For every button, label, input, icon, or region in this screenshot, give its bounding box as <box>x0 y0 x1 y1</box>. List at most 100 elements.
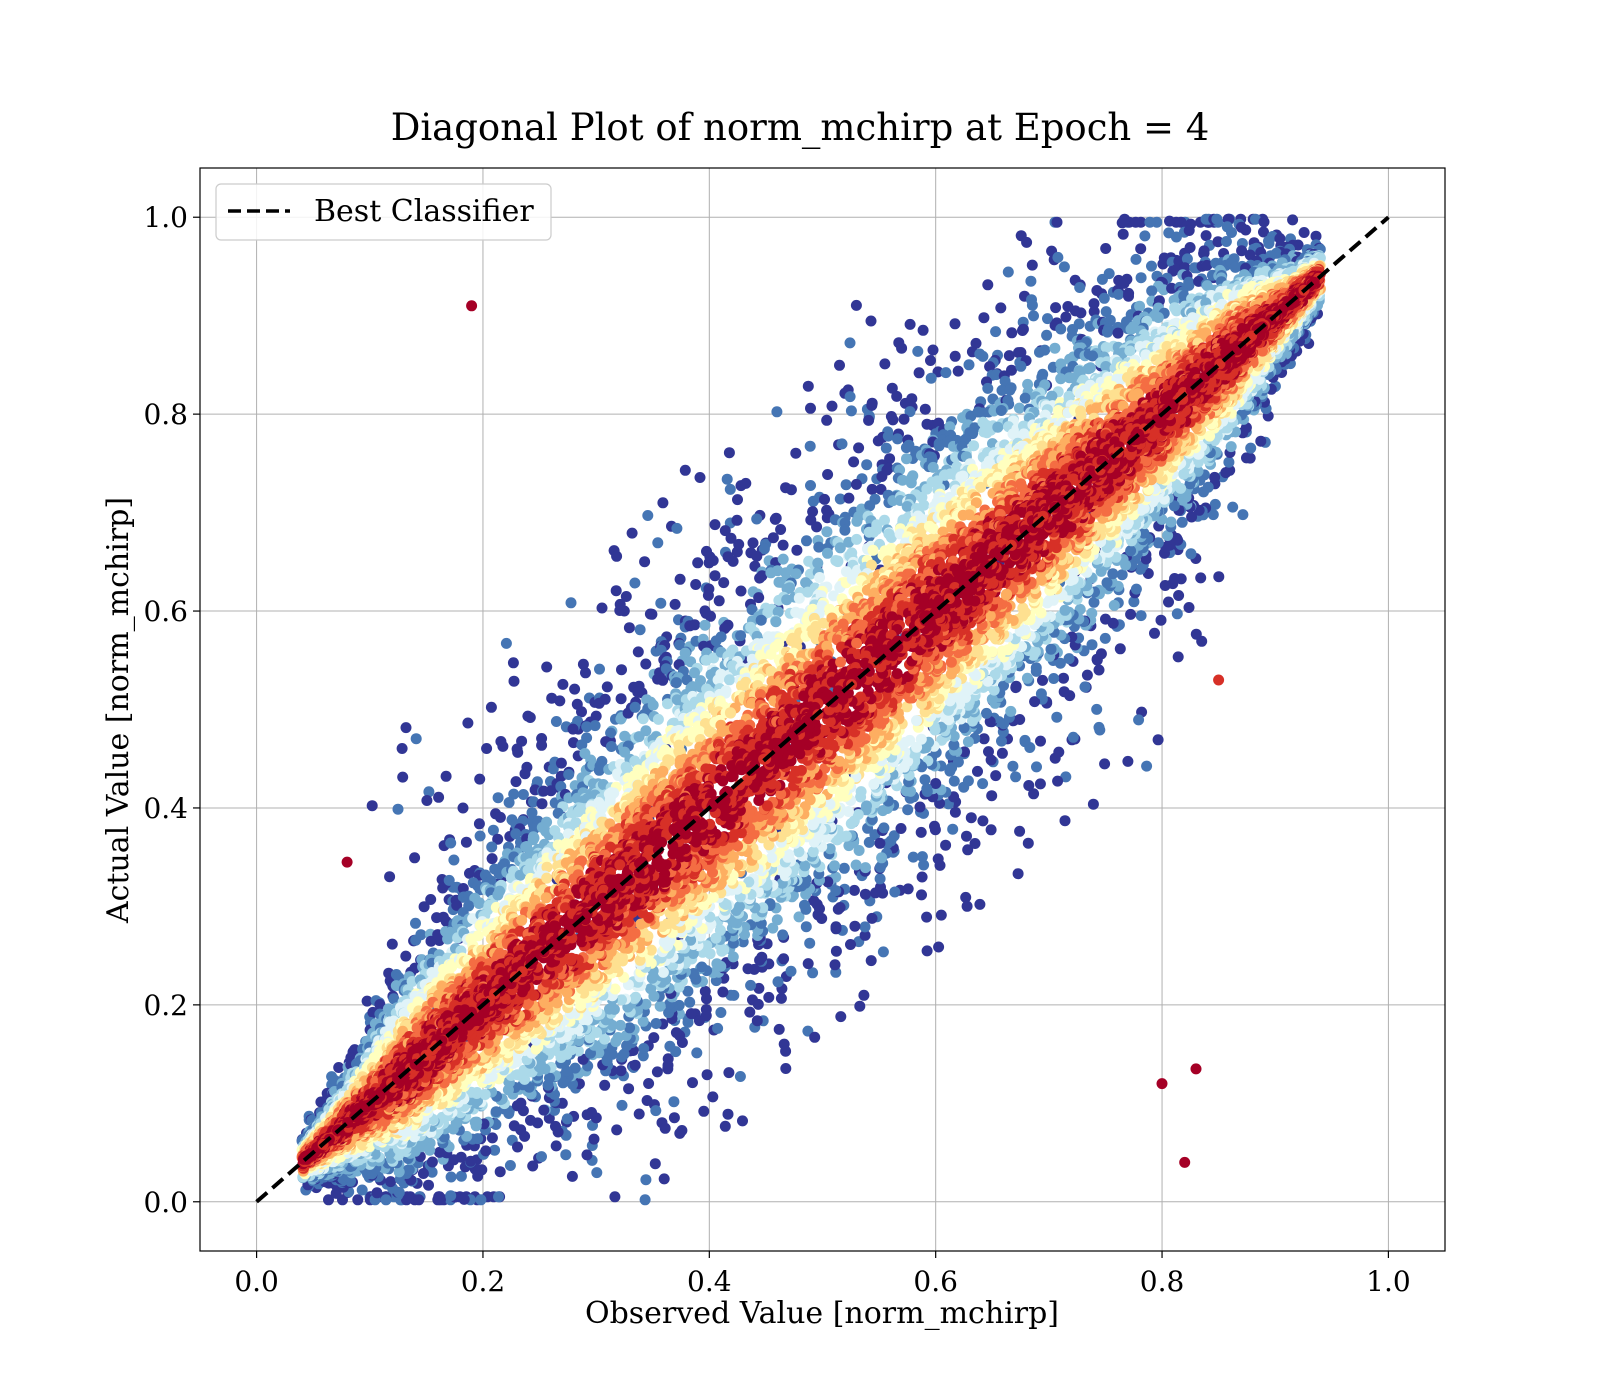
scatter-point <box>805 480 816 491</box>
scatter-point <box>996 645 1008 657</box>
scatter-point <box>718 577 730 589</box>
scatter-point <box>692 557 704 569</box>
scatter-point <box>1101 326 1113 338</box>
scatter-point <box>1091 653 1103 665</box>
scatter-point <box>623 1083 635 1095</box>
scatter-point <box>1241 452 1252 464</box>
scatter-point <box>557 678 569 690</box>
scatter-point <box>536 798 548 810</box>
scatter-point <box>698 1105 710 1117</box>
scatter-point <box>807 506 819 518</box>
scatter-point <box>1101 577 1113 589</box>
scatter-point <box>512 1141 523 1153</box>
scatter-point <box>490 1106 502 1118</box>
scatter-point <box>538 1104 550 1116</box>
scatter-point <box>590 710 602 722</box>
scatter-point <box>1021 236 1033 248</box>
scatter-point <box>830 945 842 957</box>
scatter-point <box>1211 213 1223 225</box>
scatter-point <box>526 807 538 819</box>
scatter-point <box>744 1006 756 1018</box>
scatter-point <box>838 862 850 874</box>
scatter-point <box>769 513 781 525</box>
scatter-point <box>983 746 994 758</box>
scatter-point <box>689 619 701 631</box>
scatter-point <box>906 393 918 405</box>
scatter-point <box>1050 302 1062 314</box>
scatter-point <box>778 953 790 965</box>
scatter-point <box>662 1059 674 1071</box>
scatter-point <box>410 733 422 745</box>
scatter-point <box>650 1018 662 1029</box>
scatter-point <box>664 1040 676 1052</box>
scatter-point <box>911 715 922 727</box>
scatter-point <box>709 519 721 531</box>
scatter-point <box>1103 268 1115 280</box>
scatter-point <box>659 1122 671 1134</box>
scatter-point <box>886 382 898 394</box>
scatter-point <box>1004 384 1016 396</box>
scatter-point <box>1059 815 1071 827</box>
scatter-point <box>674 639 686 651</box>
scatter-point <box>821 526 833 538</box>
scatter-point <box>460 836 472 848</box>
scatter-point <box>874 873 886 885</box>
scatter-point <box>1060 771 1072 783</box>
scatter-point <box>1134 300 1146 312</box>
scatter-point <box>647 699 659 711</box>
scatter-point <box>879 358 891 370</box>
scatter-point <box>1139 230 1151 242</box>
scatter-point <box>872 435 884 447</box>
scatter-point <box>865 315 877 327</box>
scatter-point <box>1084 362 1096 374</box>
scatter-point <box>811 521 823 533</box>
scatter-point <box>687 1077 698 1089</box>
scatter-point <box>443 874 455 886</box>
scatter-point <box>702 589 714 601</box>
scatter-point <box>864 500 876 512</box>
scatter-point <box>889 886 901 898</box>
scatter-point <box>1258 226 1269 238</box>
scatter-point <box>423 1179 434 1191</box>
scatter-point <box>992 421 1004 433</box>
scatter-point <box>352 1194 364 1206</box>
scatter-point <box>651 1066 663 1078</box>
scatter-point <box>845 939 856 950</box>
scatter-point <box>850 859 862 871</box>
scatter-point <box>630 991 642 1003</box>
scatter-point <box>1093 721 1105 733</box>
scatter-point <box>916 889 927 901</box>
scatter-point <box>960 891 972 903</box>
scatter-point <box>995 405 1007 416</box>
scatter-point <box>962 844 974 856</box>
scatter-point <box>854 1000 866 1012</box>
scatter-point <box>777 539 789 551</box>
scatter-point <box>933 941 945 953</box>
scatter-point <box>962 775 974 787</box>
scatter-point <box>830 921 842 933</box>
scatter-point <box>1250 213 1261 225</box>
scatter-point <box>417 1168 429 1179</box>
scatter-point <box>876 852 888 864</box>
scatter-point <box>684 996 696 1008</box>
scatter-point <box>440 770 452 782</box>
scatter-point <box>494 811 506 823</box>
scatter-point <box>1099 758 1111 770</box>
chart-title: Diagonal Plot of norm_mchirp at Epoch = … <box>391 106 1210 150</box>
scatter-point <box>536 1151 547 1163</box>
scatter-point <box>1045 643 1057 655</box>
scatter-point <box>522 710 534 722</box>
scatter-point <box>655 597 667 609</box>
scatter-point <box>632 686 644 698</box>
scatter-point <box>990 326 1002 338</box>
scatter-point <box>707 1091 719 1103</box>
scatter-point <box>1013 402 1025 414</box>
scatter-point <box>1031 761 1042 773</box>
scatter-point <box>1093 664 1105 676</box>
scatter-point <box>852 809 864 820</box>
scatter-point <box>701 1069 713 1081</box>
scatter-point <box>385 1176 397 1188</box>
scatter-point <box>921 911 933 923</box>
scatter-point <box>982 279 994 291</box>
scatter-point <box>949 350 961 362</box>
